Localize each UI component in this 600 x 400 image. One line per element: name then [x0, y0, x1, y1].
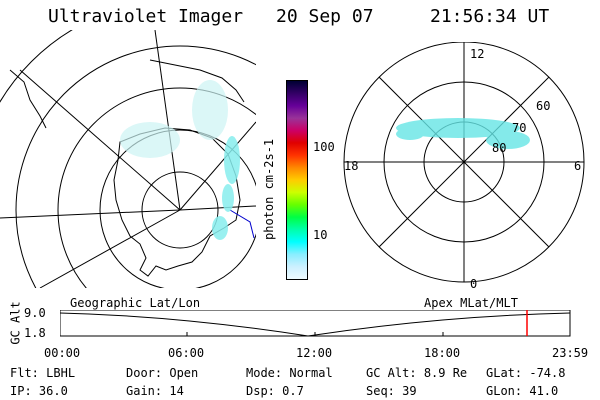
x-tick-0000: 00:00: [44, 346, 81, 360]
mlat-label-80: 80: [492, 141, 506, 155]
coastline: [149, 59, 245, 103]
meridian-line: [179, 205, 256, 211]
colorbar-unit-label: photon cm-2s-1: [262, 138, 276, 240]
y-tick-9: 9.0: [24, 306, 46, 320]
x-tick-0600: 06:00: [168, 346, 205, 360]
track-line: [229, 209, 255, 239]
colorbar: [286, 80, 308, 280]
polar-mlt-plot: 12 6 0 18 60 70 80: [343, 42, 585, 291]
meridian-line: [19, 69, 181, 211]
mlt-label-12: 12: [470, 47, 484, 61]
antarctica-outline: [113, 127, 241, 277]
meridian-line: [179, 121, 256, 211]
x-tick-2359: 23:59: [552, 346, 589, 360]
mlt-label-6: 6: [574, 159, 581, 173]
altitude-curve: [60, 312, 571, 337]
status-mode: Mode: Normal: [246, 366, 333, 380]
status-gc-alt: GC Alt: 8.9 Re: [366, 366, 468, 380]
status-glon: GLon: 41.0: [486, 384, 559, 398]
mlt-line: [378, 76, 550, 248]
mlat-label-60: 60: [536, 99, 550, 113]
mlt-label-0: 0: [470, 277, 477, 291]
lat-circle: [57, 87, 256, 288]
mlt-label-18: 18: [344, 159, 358, 173]
lat-circle: [141, 171, 219, 249]
status-ip: IP: 36.0: [10, 384, 68, 398]
x-tick-1800: 18:00: [424, 346, 461, 360]
date-label: 20 Sep 07: [276, 6, 374, 27]
timeline-left-title: Geographic Lat/Lon: [70, 296, 201, 310]
mlat-label-70: 70: [512, 121, 526, 135]
altitude-timeline: [60, 310, 571, 337]
coastline: [9, 69, 47, 129]
meridian-line: [39, 209, 181, 288]
geographic-map: [0, 30, 256, 288]
status-seq: Seq: 39: [366, 384, 417, 398]
meridian-line: [154, 30, 181, 211]
colorbar-tick-10: 10: [313, 228, 328, 242]
gc-alt-axis-label: GC Alt: [8, 301, 23, 345]
lat-circle: [15, 45, 256, 288]
time-label: 21:56:34 UT: [430, 6, 550, 27]
lat-circle: [0, 30, 73, 103]
aurora-emission: [212, 136, 240, 240]
timeline-right-title: Apex MLat/MLT: [424, 296, 518, 310]
status-door: Door: Open: [126, 366, 199, 380]
status-gain: Gain: 14: [126, 384, 184, 398]
meridian-line: [0, 209, 181, 219]
status-glat: GLat: -74.8: [486, 366, 566, 380]
colorbar-tick-100: 100: [313, 140, 335, 154]
status-flt: Flt: LBHL: [10, 366, 76, 380]
status-dsp: Dsp: 0.7: [246, 384, 304, 398]
instrument-title: Ultraviolet Imager: [48, 6, 244, 27]
x-tick-1200: 12:00: [296, 346, 333, 360]
aurora-oval: [396, 118, 530, 149]
y-tick-1-8: 1.8: [24, 326, 46, 340]
lat-circle: [99, 129, 256, 288]
